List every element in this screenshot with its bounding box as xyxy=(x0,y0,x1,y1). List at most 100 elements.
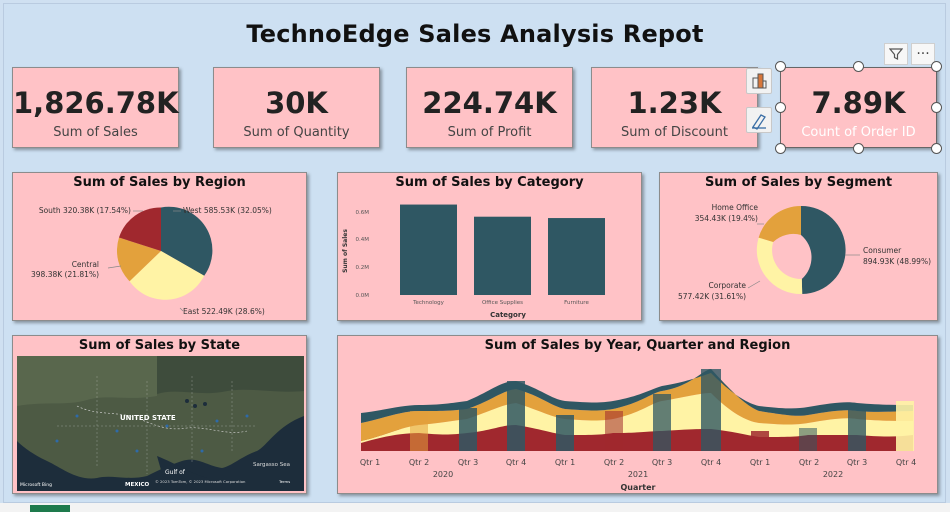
chart-title: Sum of Sales by Category xyxy=(395,175,584,190)
pie-slice-east[interactable] xyxy=(129,251,205,300)
x-axis-title: Quarter xyxy=(620,483,655,492)
kpi-card-quantity[interactable]: 30K Sum of Quantity xyxy=(213,67,380,148)
pie-label-south: South 320.38K (17.54%) xyxy=(39,206,131,215)
kpi-label: Sum of Discount xyxy=(620,125,729,140)
x-tick-label: Qtr 2 xyxy=(409,458,429,467)
y-tick-label: 0.6M xyxy=(356,210,370,216)
ribbon-east[interactable] xyxy=(361,393,913,443)
ribbon-central[interactable] xyxy=(361,369,913,441)
chart-title: Sum of Sales by Region xyxy=(73,175,246,190)
donut-label-corporate: Corporate xyxy=(709,281,747,290)
pie-slice-central[interactable] xyxy=(116,237,161,282)
kpi-card-sales[interactable]: 1,826.78K Sum of Sales xyxy=(12,67,179,148)
report-title: TechnoEdge Sales Analysis Repot xyxy=(246,20,704,48)
resize-handle[interactable] xyxy=(853,143,864,154)
pie-slice-south[interactable] xyxy=(119,207,161,251)
x-tick-label: Qtr 1 xyxy=(360,458,380,467)
donut-label-consumer: Consumer xyxy=(863,246,902,255)
x-tick-label: Qtr 2 xyxy=(604,458,624,467)
year-label: 2020 xyxy=(433,470,453,479)
x-tick-label: Qtr 3 xyxy=(458,458,478,467)
bar-furniture[interactable] xyxy=(548,218,605,295)
analytics-icon[interactable] xyxy=(746,107,772,133)
segment-donut-chart: Home Office 354.43K (19.4%) Consumer 894… xyxy=(678,203,931,301)
map-terrain: UNITED STATE Gulf of Sargasso Sea MEXICO… xyxy=(17,356,304,491)
map-copyright: © 2023 TomTom, © 2023 Microsoft Corporat… xyxy=(155,479,246,484)
year-label: 2021 xyxy=(628,470,648,479)
pie-label-west: West 585.53K (32.05%) xyxy=(183,206,272,215)
kpi-label: Sum of Sales xyxy=(53,125,138,140)
category-chart-panel[interactable]: Sum of Sales by Category 0.0M 0.2M 0.4M … xyxy=(337,172,642,321)
y-tick-label: 0.0M xyxy=(356,293,370,299)
ribbon-chart: Qtr 1 Qtr 2 Qtr 3 Qtr 4 Qtr 1 Qtr 2 Qtr … xyxy=(360,369,916,492)
donut-slice-home-office[interactable] xyxy=(758,205,801,242)
donut-slice-corporate[interactable] xyxy=(756,237,803,295)
y-axis-title: Sum of Sales xyxy=(342,229,349,273)
ribbon-west[interactable] xyxy=(361,369,913,423)
donut-label-home-office-value: 354.43K (19.4%) xyxy=(695,214,758,223)
kpi-card-profit[interactable]: 224.74K Sum of Profit xyxy=(406,67,573,148)
map-label-sea: Sargasso Sea xyxy=(253,462,290,468)
pie-label-central: Central xyxy=(72,260,99,269)
x-tick-label: Qtr 4 xyxy=(701,458,721,467)
chart-title: Sum of Sales by Segment xyxy=(704,175,893,190)
kpi-label: Count of Order ID xyxy=(801,125,916,140)
bar-technology[interactable] xyxy=(400,204,457,295)
more-options-icon[interactable]: ··· xyxy=(911,43,935,65)
map-canvas[interactable]: UNITED STATE Gulf of Sargasso Sea MEXICO… xyxy=(17,356,304,491)
kpi-value: 1.23K xyxy=(627,86,722,120)
x-tick-label: Qtr 3 xyxy=(847,458,867,467)
x-tick-label: Qtr 3 xyxy=(652,458,672,467)
pie-label-east: East 522.49K (28.6%) xyxy=(183,307,265,316)
page-tab-active[interactable] xyxy=(30,505,70,512)
resize-handle[interactable] xyxy=(931,102,942,113)
map-label-mexico: MEXICO xyxy=(125,482,150,488)
kpi-card-order-count[interactable]: 7.89K Count of Order ID xyxy=(780,67,937,148)
map-label-country: UNITED STATE xyxy=(120,414,176,422)
x-tick-label: Office Supplies xyxy=(482,300,523,306)
x-tick-label: Qtr 4 xyxy=(896,458,916,467)
kpi-label: Sum of Profit xyxy=(447,125,532,140)
year-label: 2022 xyxy=(823,470,843,479)
x-tick-label: Furniture xyxy=(564,300,589,306)
map-bing-logo: Microsoft Bing xyxy=(20,482,52,488)
kpi-card-discount[interactable]: 1.23K Sum of Discount xyxy=(591,67,758,148)
map-label-gulf: Gulf of xyxy=(165,469,186,476)
kpi-label: Sum of Quantity xyxy=(243,125,350,140)
region-chart-panel[interactable]: Sum of Sales by Region West 585.53K (32.… xyxy=(12,172,307,321)
x-tick-label: Qtr 1 xyxy=(750,458,770,467)
chart-title: Sum of Sales by State xyxy=(78,338,241,353)
pie-label-central-value: 398.38K (21.81%) xyxy=(31,270,99,279)
donut-slice-consumer[interactable] xyxy=(801,205,846,294)
donut-label-corporate-value: 577.42K (31.61%) xyxy=(678,292,746,301)
pie-slice-west[interactable] xyxy=(161,206,213,276)
kpi-value: 30K xyxy=(265,86,328,120)
resize-handle[interactable] xyxy=(775,102,786,113)
donut-label-home-office: Home Office xyxy=(712,203,759,212)
resize-handle[interactable] xyxy=(775,143,786,154)
format-visual-icon[interactable] xyxy=(746,68,772,94)
donut-label-consumer-value: 894.93K (48.99%) xyxy=(863,257,931,266)
x-tick-label: Qtr 4 xyxy=(506,458,526,467)
resize-handle[interactable] xyxy=(931,61,942,72)
x-axis-title: Category xyxy=(490,311,526,319)
resize-handle[interactable] xyxy=(853,61,864,72)
resize-handle[interactable] xyxy=(775,61,786,72)
x-tick-label: Qtr 1 xyxy=(555,458,575,467)
page-tab-bar xyxy=(0,503,950,512)
segment-chart-panel[interactable]: Sum of Sales by Segment Home Office 354.… xyxy=(659,172,938,321)
x-tick-label: Qtr 2 xyxy=(799,458,819,467)
ribbon-chart-panel[interactable]: Sum of Sales by Year, Quarter and Region… xyxy=(337,335,938,494)
y-tick-label: 0.2M xyxy=(356,265,370,271)
x-tick-label: Technology xyxy=(412,300,445,306)
chart-title: Sum of Sales by Year, Quarter and Region xyxy=(484,338,791,353)
bar-office-supplies[interactable] xyxy=(474,216,531,295)
filter-icon[interactable] xyxy=(884,43,908,65)
resize-handle[interactable] xyxy=(931,143,942,154)
region-pie-chart: West 585.53K (32.05%) East 522.49K (28.6… xyxy=(31,206,272,316)
kpi-value: 7.89K xyxy=(811,86,906,120)
state-map-panel[interactable]: Sum of Sales by State UNITED STATE Gulf … xyxy=(12,335,307,494)
map-terms-link[interactable]: Terms xyxy=(278,479,290,484)
y-tick-label: 0.4M xyxy=(356,237,370,243)
category-bar-chart: 0.0M 0.2M 0.4M 0.6M Sum of Sales Technol… xyxy=(342,204,605,319)
